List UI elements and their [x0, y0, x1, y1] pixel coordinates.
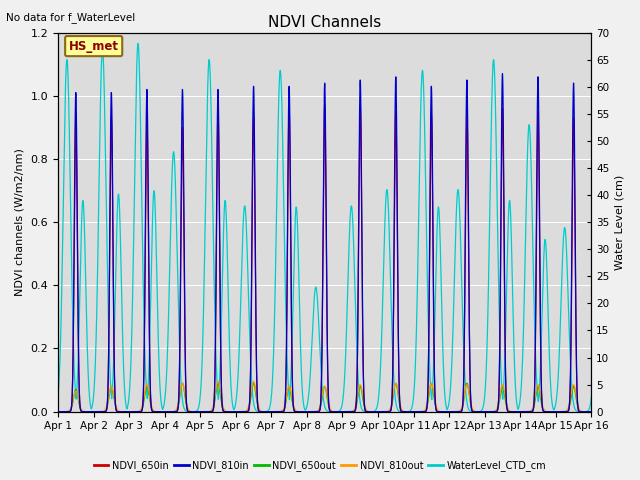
Text: No data for f_WaterLevel: No data for f_WaterLevel: [6, 12, 136, 23]
Legend: NDVI_650in, NDVI_810in, NDVI_650out, NDVI_810out, WaterLevel_CTD_cm: NDVI_650in, NDVI_810in, NDVI_650out, NDV…: [90, 456, 550, 475]
Y-axis label: NDVI channels (W/m2/nm): NDVI channels (W/m2/nm): [15, 148, 25, 296]
Y-axis label: Water Level (cm): Water Level (cm): [615, 175, 625, 270]
Title: NDVI Channels: NDVI Channels: [268, 15, 381, 30]
Text: HS_met: HS_met: [68, 40, 118, 53]
